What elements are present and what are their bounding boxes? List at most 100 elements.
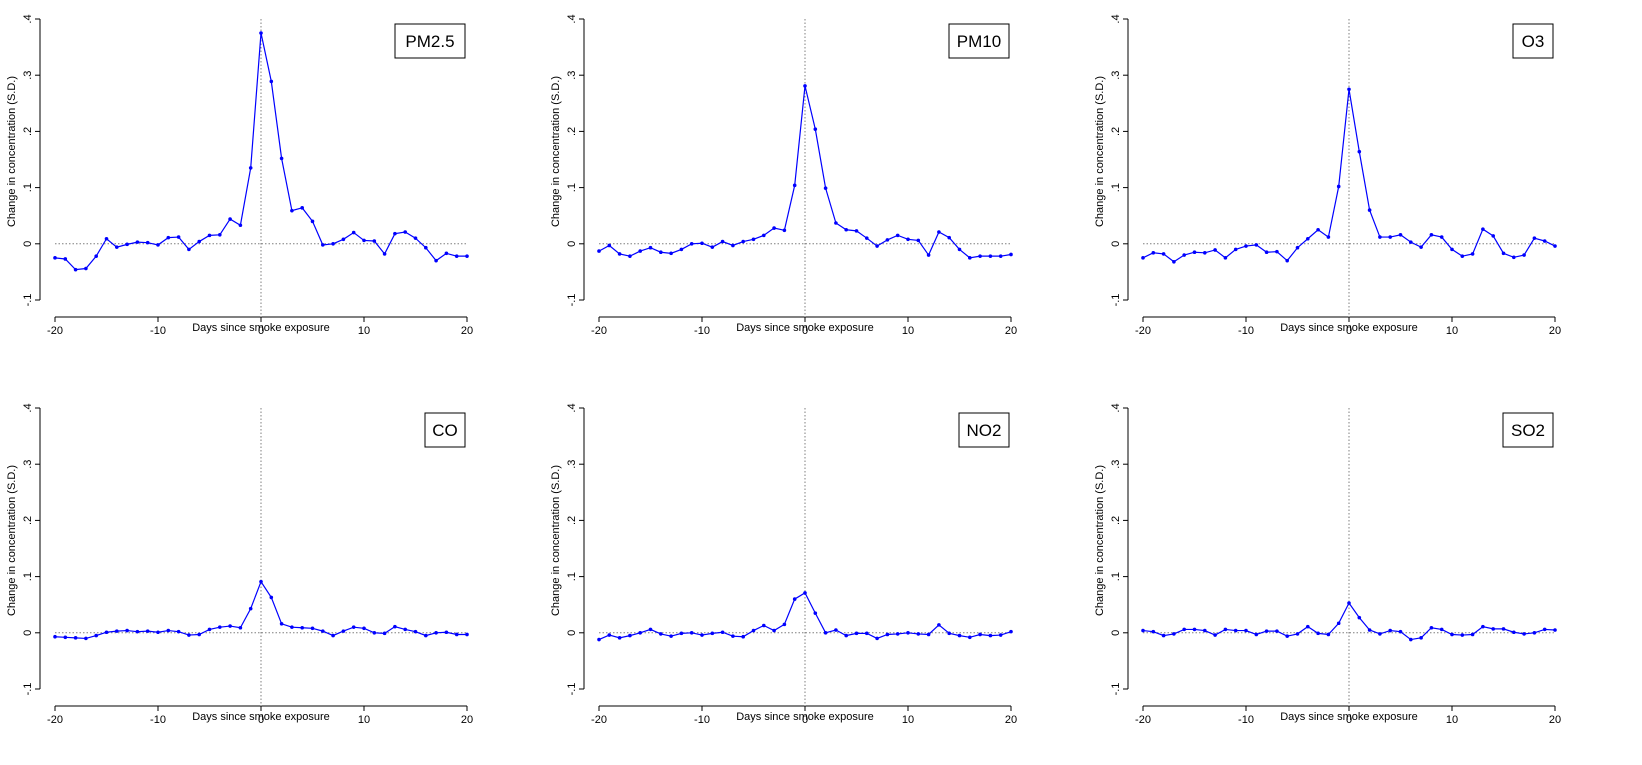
chart-panel-no2: -.1 0 .1 .2 .3 .4 -20 -10 0 10 20 Days since smoke … (550, 403, 1017, 726)
data-point (669, 251, 673, 256)
x-tick-label: -10 (694, 714, 710, 726)
data-point (1439, 235, 1444, 239)
data-point (269, 79, 274, 84)
data-point (875, 636, 879, 641)
data-point (1491, 627, 1495, 631)
x-tick-label: 0 (258, 325, 264, 337)
data-point (259, 579, 263, 584)
data-point (156, 630, 160, 635)
data-point (1512, 630, 1516, 635)
data-point (362, 238, 366, 243)
panel-title-box (958, 412, 1010, 448)
data-point (679, 631, 684, 636)
data-point (218, 233, 222, 237)
data-point (803, 591, 807, 595)
y-axis-title: Change in concentration (S.D.) (6, 465, 18, 616)
data-point (792, 597, 797, 601)
panel-title: NO2 (967, 421, 1002, 440)
data-point (679, 247, 684, 252)
data-point (844, 227, 848, 232)
data-point (372, 631, 377, 635)
data-point (351, 230, 356, 235)
data-point (1182, 627, 1186, 632)
data-point (895, 233, 900, 238)
data-point (135, 629, 140, 634)
y-axis-title: Change in concentration (S.D.) (550, 465, 562, 616)
data-point (1285, 258, 1289, 263)
x-axis-title: Days since smoke exposure (1280, 322, 1418, 334)
data-point (1161, 633, 1166, 638)
panel-title: CO (432, 421, 458, 440)
data-point (854, 229, 859, 233)
data-point (1316, 227, 1320, 232)
data-point (998, 254, 1003, 258)
data-point (617, 252, 622, 256)
data-point (1161, 252, 1166, 256)
data-point (166, 628, 171, 633)
x-tick-label: 10 (358, 714, 370, 726)
data-point (1275, 249, 1279, 254)
panel-title-box (948, 23, 1010, 59)
data-point (1481, 227, 1485, 231)
data-point (53, 256, 57, 260)
data-point (1316, 631, 1320, 636)
data-point (351, 625, 356, 629)
data-point (916, 238, 921, 243)
data-point (617, 636, 622, 640)
x-tick-label: -20 (47, 325, 63, 337)
x-axis-title: Days since smoke exposure (192, 711, 330, 723)
data-point (207, 627, 212, 632)
y-tick-label: .3 (1110, 460, 1122, 469)
data-point (638, 249, 642, 253)
data-point (176, 235, 181, 239)
panel-title: PM2.5 (405, 32, 454, 51)
data-point (393, 624, 397, 629)
data-point (1398, 233, 1403, 237)
data-point (1367, 628, 1372, 632)
y-tick-label: .3 (566, 460, 578, 469)
data-point (1357, 615, 1362, 620)
data-point (1264, 250, 1269, 255)
data-point (1254, 243, 1259, 247)
data-point (382, 252, 387, 256)
data-point (1009, 252, 1013, 257)
data-point (988, 633, 993, 638)
data-point (403, 230, 408, 234)
data-point (957, 247, 962, 252)
data-point (1244, 244, 1248, 248)
data-point (689, 631, 694, 635)
data-point (700, 241, 704, 246)
data-point (782, 228, 787, 233)
y-tick-label: 0 (22, 630, 34, 636)
data-point (115, 245, 119, 249)
data-point (875, 244, 879, 248)
data-point (1336, 621, 1341, 626)
x-tick-label: -10 (694, 325, 710, 337)
data-point (1203, 250, 1207, 255)
data-point (1398, 629, 1403, 634)
data-point (1306, 624, 1310, 629)
panel-title-box (394, 23, 466, 59)
x-tick-label: -10 (1238, 325, 1254, 337)
data-point (454, 254, 459, 258)
y-tick-label: .1 (566, 183, 578, 192)
data-point (751, 628, 756, 633)
data-point (1553, 244, 1557, 248)
y-tick-label: .2 (22, 127, 34, 136)
data-point (125, 242, 129, 247)
x-tick-label: 20 (461, 325, 473, 337)
data-point (1419, 245, 1423, 249)
data-point (1532, 631, 1537, 635)
y-tick-label: .2 (1110, 516, 1122, 525)
data-point (1275, 629, 1279, 633)
data-point (300, 625, 305, 630)
data-point (1285, 634, 1289, 638)
chart-panel-pm25: -.1 0 .1 .2 .3 .4 -20 -10 0 10 20 Days since smoke … (6, 14, 473, 337)
data-point (238, 223, 243, 228)
data-point (1439, 627, 1444, 632)
y-tick-label: .2 (566, 516, 578, 525)
data-point (341, 629, 346, 633)
data-point (947, 235, 951, 240)
data-point (1419, 636, 1423, 640)
y-tick-label: .4 (22, 403, 34, 412)
